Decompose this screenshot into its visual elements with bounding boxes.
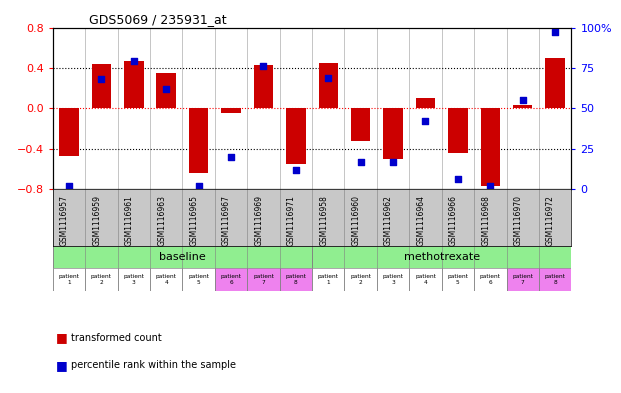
Bar [345,268,377,291]
Bar [409,268,442,291]
Text: patient
2: patient 2 [91,274,112,285]
Text: transformed count: transformed count [71,333,162,343]
Point [388,158,398,165]
Point [550,29,560,35]
Text: patient
7: patient 7 [253,274,274,285]
Text: patient
5: patient 5 [188,274,209,285]
Text: GSM1116970: GSM1116970 [514,195,523,246]
Point [258,63,268,70]
Text: GSM1116957: GSM1116957 [60,195,69,246]
Text: baseline: baseline [159,252,206,262]
Text: patient
6: patient 6 [220,274,242,285]
Bar [351,108,370,141]
Text: GSM1116958: GSM1116958 [319,195,329,246]
Bar [124,61,143,108]
Text: GSM1116964: GSM1116964 [417,195,425,246]
Text: patient
1: patient 1 [318,274,338,285]
Bar [312,268,345,291]
Text: GSM1116969: GSM1116969 [255,195,263,246]
Bar [416,98,435,108]
Bar [92,64,111,108]
Bar [53,246,312,268]
Bar [448,108,468,153]
Bar [156,73,176,108]
Bar [150,268,183,291]
Bar [507,268,539,291]
Bar [481,108,500,186]
Text: ■: ■ [56,331,68,345]
Text: GSM1116971: GSM1116971 [287,195,296,246]
Text: percentile rank within the sample: percentile rank within the sample [71,360,237,371]
Text: patient
4: patient 4 [156,274,176,285]
Bar [312,246,571,268]
Text: patient
5: patient 5 [448,274,468,285]
Bar [85,268,117,291]
Point [291,167,301,173]
Point [161,86,171,92]
Text: GSM1116967: GSM1116967 [222,195,231,246]
Text: patient
7: patient 7 [512,274,533,285]
Bar [286,108,306,164]
Bar [539,268,571,291]
Text: GSM1116960: GSM1116960 [351,195,361,246]
Point [96,76,106,83]
Text: ■: ■ [56,359,68,372]
Point [518,97,528,103]
Text: GSM1116963: GSM1116963 [157,195,166,246]
Bar [53,268,85,291]
Text: patient
8: patient 8 [545,274,566,285]
Text: GSM1116965: GSM1116965 [189,195,199,246]
Text: patient
4: patient 4 [415,274,436,285]
Bar [319,63,338,108]
Text: patient
2: patient 2 [350,274,371,285]
Point [194,183,204,189]
Text: methotrexate: methotrexate [404,252,480,262]
Point [226,154,236,160]
Bar [513,105,532,108]
Text: patient
3: patient 3 [124,274,144,285]
Text: patient
6: patient 6 [480,274,501,285]
Bar [189,108,209,173]
Bar [279,268,312,291]
Bar [474,268,507,291]
Point [64,183,74,189]
Bar [117,268,150,291]
Text: patient
3: patient 3 [383,274,404,285]
Point [453,176,463,182]
Text: patient
8: patient 8 [286,274,306,285]
Text: patient
1: patient 1 [58,274,79,285]
Text: GSM1116968: GSM1116968 [481,195,491,246]
Bar [254,65,273,108]
Text: GSM1116962: GSM1116962 [384,195,393,246]
Point [129,58,138,64]
Point [486,183,496,189]
Text: GSM1116959: GSM1116959 [93,195,101,246]
Bar [383,108,403,159]
Point [324,74,333,81]
Bar [545,58,565,108]
Bar [247,268,279,291]
Point [420,118,430,124]
Bar [221,108,241,113]
Text: GDS5069 / 235931_at: GDS5069 / 235931_at [89,13,227,26]
Bar [59,108,79,156]
Text: GSM1116972: GSM1116972 [546,195,555,246]
Bar [442,268,474,291]
Text: GSM1116966: GSM1116966 [449,195,458,246]
Bar [377,268,409,291]
Bar [215,268,247,291]
Text: GSM1116961: GSM1116961 [125,195,134,246]
Point [356,158,366,165]
Bar [183,268,215,291]
